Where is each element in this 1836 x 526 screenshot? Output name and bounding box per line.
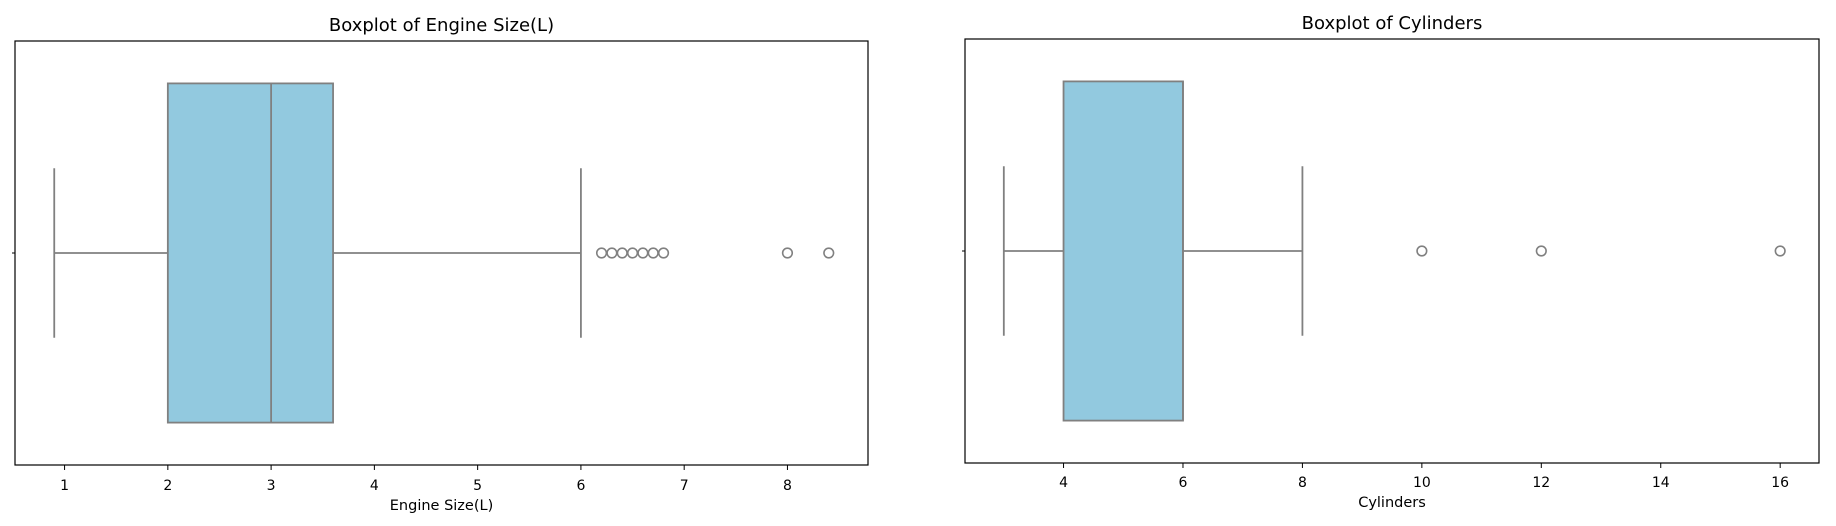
outlier-point [647,247,659,259]
x-tick-label: 12 [1532,475,1550,491]
box-iqr [1062,80,1184,422]
outlier-point [637,247,649,259]
x-tick-label: 8 [783,478,792,494]
outlier-point [781,247,794,259]
x-tick-label: 4 [370,478,379,494]
x-tick-label: 5 [473,478,482,494]
x-tick-label: 1 [60,478,69,494]
x-tick-label: 6 [576,478,585,494]
x-tick-label: 16 [1771,475,1789,491]
x-tick-label: 8 [1298,475,1307,491]
x-tick-label: 2 [163,478,172,494]
subplot-1: Boxplot of Engine Size(L) 1 2 3 4 5 6 7 8 Engine … [12,15,869,514]
x-tick-label: 4 [1059,475,1068,491]
chart-title: Boxplot of Engine Size(L) [329,15,554,36]
x-tick-label: 14 [1652,475,1670,491]
outlier-point [1416,245,1428,257]
x-axis-label: Engine Size(L) [390,498,493,514]
x-tick-label: 3 [267,478,276,494]
outlier-point [1535,245,1547,257]
outlier-point [606,247,618,259]
outlier-point [616,247,628,259]
chart-title: Boxplot of Cylinders [1302,13,1483,34]
outlier-point [595,247,608,259]
outlier-point [626,247,639,259]
x-tick-label: 6 [1179,475,1188,491]
x-tick-label: 10 [1413,475,1431,491]
x-axis-label: Cylinders [1358,495,1426,511]
box-iqr [166,82,334,424]
subplot-2: Boxplot of Cylinders 4 6 8 10 12 14 16 Cylinders [962,13,1820,511]
outlier-point [657,247,670,259]
outlier-point [823,247,835,259]
outlier-point [1774,245,1786,257]
x-tick-label: 7 [680,478,689,494]
